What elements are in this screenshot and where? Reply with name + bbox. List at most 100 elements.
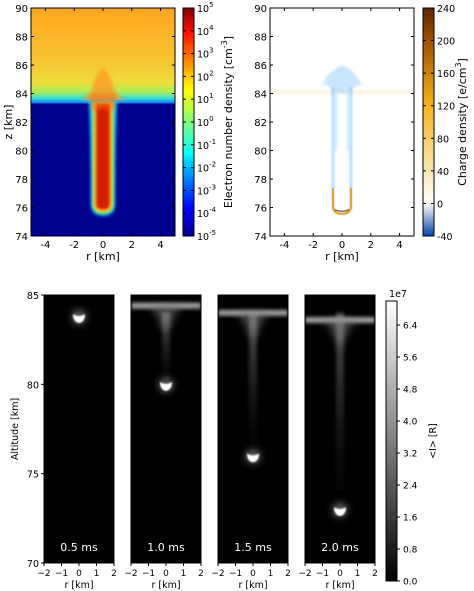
y-tick-label: 90	[15, 4, 28, 15]
x-tick-label: 1	[94, 569, 100, 579]
colorbar-tick-label: 101	[197, 92, 214, 106]
tick-exponent: -2	[209, 161, 216, 169]
frame-time-label: 0.5 ms	[60, 541, 98, 554]
frame-panel-1: 0.5 ms −2 −1 0 1 2 r [km] 70 75 80 85	[27, 291, 117, 591]
x-tick-label: 1	[355, 569, 361, 579]
x-tick-label: 1	[268, 569, 274, 579]
x-tick-label: 2	[368, 240, 374, 251]
colorbar-tick-label: 40	[437, 167, 449, 178]
colorbar-gradient	[385, 300, 398, 582]
colorbar-tick-label: 0.0	[403, 578, 418, 588]
colorbar-tick-label: 4.8	[403, 386, 418, 396]
colorbar-label: <I> [R]	[428, 423, 439, 459]
electron-density-axes: -4 -2 0 2 4 74 76 78 80 82 84 86 88 90 r [km] z [km]	[2, 4, 175, 263]
frame-panel-2: 1.0 ms −2 −1 0 1 2 r [km]	[124, 294, 204, 591]
x-tick-label: -2	[308, 240, 318, 251]
colorbar-label-sup: -3	[220, 40, 229, 48]
y-tick-label: 85	[27, 291, 39, 302]
colorbar-tick-label: 102	[197, 69, 214, 83]
frame-background	[44, 295, 114, 563]
colorbar-label-close: ]	[456, 58, 469, 62]
y-tick-label: 80	[15, 147, 28, 158]
tick-base: 10	[197, 118, 209, 129]
y-tick-label: 86	[254, 61, 267, 72]
colorbar-label: Electron number density [cm-3]	[220, 36, 235, 208]
colorbar-scale-label: 1e7	[389, 289, 407, 300]
y-tick-label: 76	[254, 204, 267, 215]
tick-exponent: 4	[209, 24, 214, 32]
tick-exponent: 5	[209, 1, 213, 9]
frame-axes: −2 −1 0 1 2 r [km]	[298, 563, 378, 591]
colorbar-tick-label: 10-2	[197, 161, 216, 175]
colorbar-tick-label: 10-4	[197, 206, 217, 220]
x-tick-label: -4	[279, 240, 289, 251]
x-tick-label: 0	[339, 240, 345, 251]
frame-plot-area	[44, 295, 114, 563]
x-tick-label: -4	[40, 240, 50, 251]
x-tick-label: −1	[316, 569, 329, 579]
colorbar-tick-label: 0.8	[403, 546, 418, 556]
negative-inner	[334, 93, 350, 151]
frame-plot-area	[218, 295, 288, 563]
tick-exponent: -4	[209, 206, 217, 214]
x-tick-label: 2	[285, 569, 291, 579]
x-tick-label: 2	[111, 569, 117, 579]
x-tick-label: 0	[100, 240, 106, 251]
colorbar-gradient	[422, 7, 435, 237]
tick-exponent: -1	[209, 138, 216, 146]
y-tick-label: 75	[27, 470, 39, 481]
colorbar-tick-label: 103	[197, 47, 214, 61]
y-tick-label: 78	[254, 175, 267, 186]
positive-tip	[332, 187, 352, 215]
tick-base: 10	[197, 232, 209, 243]
colorbar-label-sup: 3	[454, 62, 463, 67]
channel-head	[81, 67, 125, 100]
emission-colorbar: 0.0 0.8 1.6 2.4 3.2 4.0 4.8 5.6 6.4 1e7 <I> [R]	[385, 289, 439, 588]
tick-exponent: 1	[209, 92, 213, 100]
colorbar-tick-label: 1.6	[403, 514, 418, 524]
tick-base: 10	[197, 72, 209, 83]
negative-head	[322, 65, 362, 94]
tick-base: 10	[197, 209, 209, 220]
frame-axes: −2 −1 0 1 2 r [km] 70 75 80 85	[27, 291, 117, 591]
emission-head	[160, 381, 172, 391]
colorbar-tick-label: 100	[197, 115, 214, 129]
tick-base: 10	[197, 27, 209, 38]
y-axis-label: Altitude [km]	[10, 398, 21, 460]
y-tick-label: 80	[27, 380, 39, 391]
colorbar-tick-label: 2.4	[403, 482, 418, 492]
x-tick-label: 2	[372, 569, 378, 579]
y-tick-label: 78	[15, 175, 28, 186]
y-tick-label: 84	[15, 90, 28, 101]
x-axis-label: r [km]	[64, 580, 93, 591]
x-tick-label: 0	[337, 569, 343, 579]
channel-core	[95, 103, 111, 210]
x-axis-label: r [km]	[325, 580, 354, 591]
frame-plot-area	[305, 295, 375, 563]
emission-tail	[249, 312, 257, 460]
y-tick-label: 74	[254, 232, 267, 243]
charge-density-chart: -4 -2 0 2 4 74 76 78 80 82 84 86 88 90 r [km] -40 0 40 80 1…	[254, 4, 469, 263]
y-tick-label: 74	[15, 232, 28, 243]
y-tick-label: 90	[254, 4, 267, 15]
colorbar-label-text: Charge density [e/cm	[456, 68, 469, 186]
colorbar-tick-label: 10-5	[197, 229, 216, 243]
x-tick-label: 1	[181, 569, 187, 579]
frame-time-label: 1.5 ms	[234, 541, 272, 554]
x-tick-label: −2	[124, 569, 137, 579]
tick-exponent: -5	[209, 229, 216, 237]
y-tick-label: 88	[254, 33, 267, 44]
x-tick-label: -2	[69, 240, 79, 251]
tick-base: 10	[197, 164, 209, 175]
electron-density-plot-area	[31, 8, 175, 236]
colorbar-tick-label: -40	[437, 232, 453, 243]
colorbar-tick-label: 105	[197, 1, 214, 15]
x-axis-label: r [km]	[325, 250, 359, 263]
electron-density-colorbar: 10-510-410-310-210-1100101102103104105El…	[182, 1, 235, 243]
colorbar-tick-label: 80	[437, 134, 449, 145]
emission-tail	[336, 312, 344, 513]
x-tick-label: 0	[163, 569, 169, 579]
colorbar-tick-label: 10-1	[197, 138, 216, 152]
x-tick-label: 2	[129, 240, 135, 251]
